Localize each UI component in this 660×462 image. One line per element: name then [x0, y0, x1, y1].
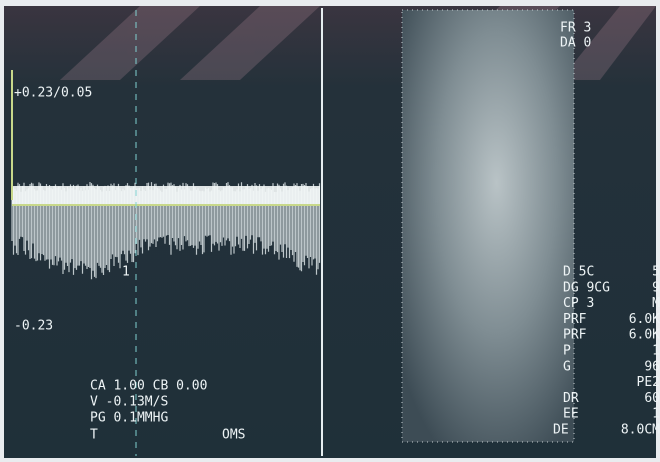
- param-value: 6.0K: [629, 312, 660, 327]
- readout: CA 1.00 CB 0.00: [90, 379, 207, 394]
- param-label: EE: [563, 407, 579, 422]
- param-label: D 5C: [563, 265, 594, 280]
- time-label: T: [90, 428, 98, 443]
- param-value: 5: [652, 265, 660, 280]
- param-label: DR: [563, 391, 579, 406]
- spectrum-core: [12, 186, 320, 204]
- param-value: 96: [644, 359, 660, 374]
- time-value: OMS: [222, 428, 245, 443]
- frame-info: FR 3: [560, 21, 591, 36]
- param-value: M: [652, 296, 660, 311]
- param-value: 1: [652, 407, 660, 422]
- param-value: 9: [652, 280, 660, 295]
- param-label: DE: [553, 423, 569, 438]
- param-value: 6.0K: [629, 328, 660, 343]
- frame-info: DA 0: [560, 36, 591, 51]
- param-value: 60: [644, 391, 660, 406]
- param-label: CP 3: [563, 296, 594, 311]
- param-label: P: [563, 344, 571, 359]
- param-label: PRF: [563, 312, 587, 327]
- param-value: PE2: [637, 375, 660, 390]
- scale-bottom: -0.23: [14, 319, 53, 334]
- param-label: PRF: [563, 328, 587, 343]
- screen-photo: +0.23/0.05 -0.23 1 T OMS CA 1.00 CB 0.00…: [0, 0, 660, 462]
- b-mode-image: [402, 10, 574, 442]
- marker: 1: [122, 265, 130, 280]
- param-value: 8.0CM: [621, 423, 660, 438]
- param-label: DG 9CG: [563, 280, 610, 295]
- scale-top: +0.23/0.05: [14, 86, 92, 101]
- param-label: G: [563, 359, 571, 374]
- readout: PG 0.1MMHG: [90, 411, 168, 426]
- param-value: 1: [652, 344, 660, 359]
- readout: V -0.13M/S: [90, 395, 168, 410]
